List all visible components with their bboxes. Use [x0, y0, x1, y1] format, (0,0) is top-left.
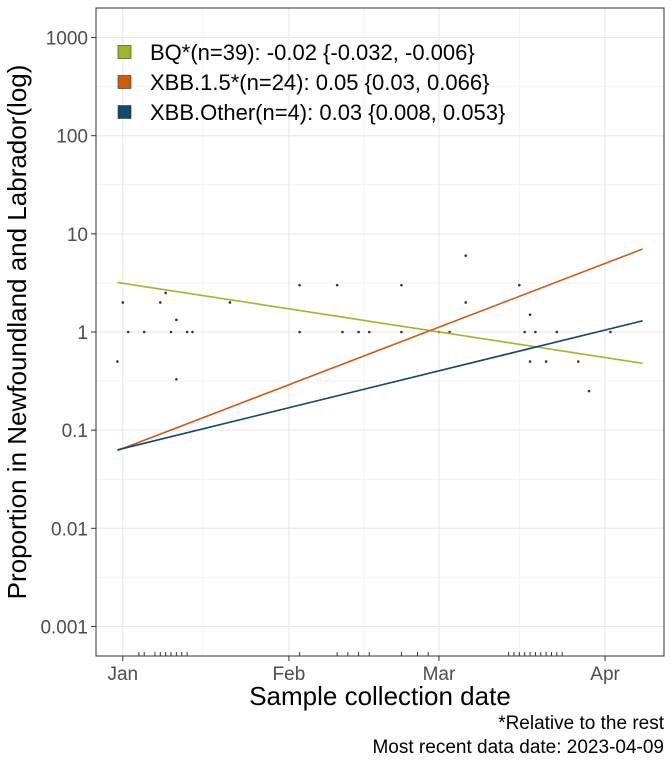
- plot-border: [95, 7, 665, 657]
- y-tick-label: 10: [67, 225, 88, 246]
- data-point: [528, 313, 532, 317]
- data-point: [185, 330, 189, 334]
- data-point: [126, 330, 130, 334]
- fit-line-3: [117, 320, 643, 451]
- legend-label-3: XBB.Other(n=4): 0.03 {0.008, 0.053}: [150, 100, 505, 125]
- data-point: [159, 301, 162, 304]
- y-tick-label: 1: [77, 323, 88, 344]
- data-point: [175, 318, 178, 322]
- data-point: [555, 330, 559, 334]
- legend-key-1: [117, 45, 132, 59]
- data-point: [534, 330, 537, 334]
- data-point: [464, 301, 468, 304]
- data-point: [357, 330, 360, 334]
- data-point: [228, 301, 232, 304]
- data-point: [576, 360, 580, 363]
- y-tick-label: 0.1: [62, 421, 88, 442]
- data-point: [341, 330, 344, 334]
- data-point: [609, 330, 612, 334]
- data-point: [175, 377, 178, 381]
- fit-line-2: [117, 248, 643, 452]
- data-point: [523, 330, 526, 334]
- y-tick-label: 0.001: [40, 617, 88, 638]
- footnote-relative: *Relative to the rest: [498, 713, 664, 734]
- data-point: [518, 283, 521, 287]
- data-point: [298, 330, 301, 334]
- data-point: [400, 283, 403, 287]
- x-tick-label: Mar: [423, 664, 456, 685]
- data-point: [367, 330, 371, 334]
- data-point: [464, 254, 468, 257]
- x-tick-label: Feb: [273, 664, 306, 685]
- legend-key-3: [117, 105, 132, 119]
- legend-label-2: XBB.1.5*(n=24): 0.05 {0.03, 0.066}: [150, 70, 489, 95]
- legend-label-1: BQ*(n=39): -0.02 {-0.032, -0.006}: [150, 40, 475, 65]
- x-tick-label: Jan: [107, 664, 138, 685]
- data-point: [335, 283, 339, 287]
- data-point: [116, 360, 119, 363]
- data-point: [164, 291, 167, 295]
- legend-key-2: [117, 75, 132, 89]
- data-point: [400, 330, 403, 334]
- fit-line-1: [117, 281, 643, 365]
- y-tick-label: 0.01: [51, 519, 88, 540]
- x-axis-title: Sample collection date: [249, 681, 511, 711]
- data-point: [448, 330, 451, 334]
- data-point: [587, 389, 591, 393]
- y-tick-label: 100: [56, 127, 88, 148]
- data-point: [528, 360, 532, 363]
- data-point: [544, 360, 548, 363]
- footnote-recent-date: Most recent data date: 2023-04-09: [372, 737, 664, 758]
- y-axis-title: Proportion in Newfoundland and Labrador(…: [2, 65, 32, 600]
- data-point: [121, 301, 125, 304]
- x-tick-label: Apr: [590, 664, 620, 685]
- y-tick-label: 1000: [46, 29, 88, 50]
- data-point: [142, 330, 146, 334]
- data-point: [298, 283, 301, 287]
- data-point: [169, 330, 173, 334]
- data-point: [191, 330, 194, 334]
